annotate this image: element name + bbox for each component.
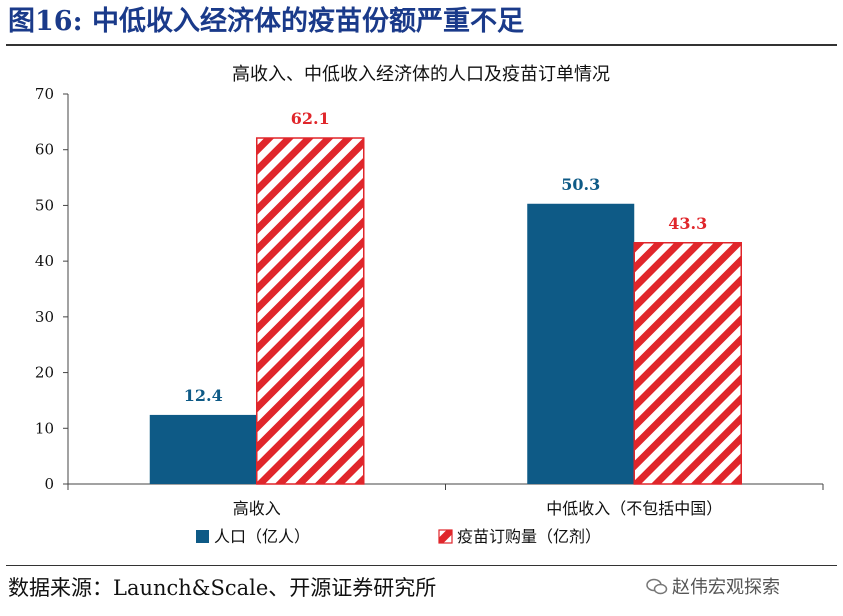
y-tick-label: 20 [35, 364, 54, 382]
y-tick-label: 50 [35, 196, 54, 214]
vaccine-bar [633, 242, 742, 485]
y-tick-label: 0 [44, 475, 54, 493]
y-axis-ticks: 0 10 20 30 40 50 60 70 [35, 85, 68, 493]
data-label: 43.3 [668, 214, 707, 233]
legend: 人口（亿人） 疫苗订购量（亿剂） [196, 527, 601, 546]
y-tick-label: 70 [35, 85, 54, 103]
chart: 高收入、中低收入经济体的人口及疫苗订单情况 0 10 20 30 40 50 60 70 12… [35, 64, 824, 546]
data-label: 50.3 [561, 175, 600, 194]
watermark: 赵伟宏观探索 [672, 577, 780, 598]
chart-title: 高收入、中低收入经济体的人口及疫苗订单情况 [232, 64, 610, 85]
wechat-icon [646, 578, 668, 595]
vaccine-bar [256, 137, 365, 485]
legend-swatch-population [196, 530, 209, 543]
source-note: 数据来源：Launch&Scale、开源证券研究所 [8, 576, 437, 600]
x-tick-label: 高收入 [233, 499, 281, 518]
y-tick-label: 10 [35, 419, 54, 437]
bars [149, 137, 742, 485]
data-label: 62.1 [291, 109, 330, 128]
population-bar [149, 414, 257, 484]
legend-swatch-vaccine [438, 529, 453, 544]
data-labels: 12.4 62.1 50.3 43.3 [184, 109, 707, 405]
bottom-rule [6, 565, 837, 566]
data-label: 12.4 [184, 386, 223, 405]
y-tick-label: 60 [35, 141, 54, 159]
top-rule [6, 44, 837, 46]
legend-label: 疫苗订购量（亿剂） [457, 527, 601, 546]
x-tick-label: 中低收入（不包括中国） [546, 499, 722, 518]
legend-label: 人口（亿人） [214, 527, 310, 546]
x-axis-labels: 高收入 中低收入（不包括中国） [233, 499, 723, 518]
y-tick-label: 40 [35, 252, 54, 270]
y-tick-label: 30 [35, 308, 54, 326]
figure-title: 图16: 中低收入经济体的疫苗份额严重不足 [8, 6, 524, 37]
population-bar [527, 203, 635, 484]
